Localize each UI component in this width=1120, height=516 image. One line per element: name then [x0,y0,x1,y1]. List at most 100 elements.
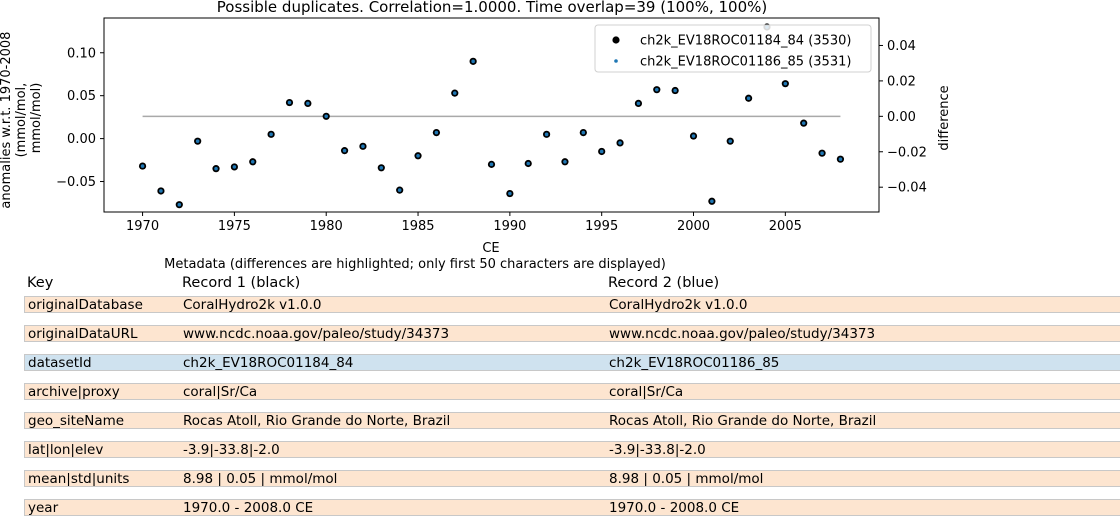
data-point-series-2 [783,81,788,86]
metadata-key: geo_siteName [28,413,125,429]
metadata-record-1: 1970.0 - 2008.0 CE [183,500,314,516]
metadata-record-1: Rocas Atoll, Rio Grande do Norte, Brazil [183,413,451,429]
metadata-key: lat|lon|elev [28,442,104,458]
metadata-record-2: 1970.0 - 2008.0 CE [609,500,740,516]
x-axis-ticks: 1970 1975 1980 1985 1990 1995 2000 2005 [126,212,802,234]
chart-title: Possible duplicates. Correlation=1.0000.… [217,0,768,16]
data-point-series-2 [636,101,641,106]
y-axis-label: anomalies w.r.t. 1970-2008 (mmol/mol, mm… [0,27,44,208]
y2-axis-ticks: −0.04 −0.02 0.00 0.02 0.04 [879,39,927,196]
data-point-series-2 [746,96,751,101]
legend-marker-series-1 [612,36,620,44]
data-point-series-2 [599,149,604,154]
data-point-series-2 [489,162,494,167]
data-point-series-2 [710,199,714,204]
x-tick-label: 1995 [585,219,618,234]
data-point-series-2 [361,144,365,149]
metadata-row: lat|lon|elev -3.9|-33.8|-2.0 -3.9|-33.8|-2… [24,441,1120,458]
metadata-title: Metadata (differences are highlighted; o… [164,257,666,272]
metadata-record-2: ch2k_EV18ROC01186_85 [609,355,780,371]
x-tick-label: 1975 [218,219,251,234]
metadata-record-1: -3.9|-33.8|-2.0 [183,442,280,458]
y2-tick-label: −0.04 [887,181,927,196]
metadata-row: originalDataURL www.ncdc.noaa.gov/paleo/s… [24,325,1120,342]
legend-marker-series-2 [614,59,618,63]
x-tick-label: 1990 [493,219,526,234]
metadata-row: archive|proxy coral|Sr/Ca coral|Sr/Ca [24,383,1120,400]
x-tick-label: 1980 [310,219,343,234]
legend: ch2k_EV18ROC01184_84 (3530) ch2k_EV18ROC… [594,24,872,73]
x-tick-label: 1985 [401,219,434,234]
y2-tick-label: 0.02 [887,74,916,89]
data-point-series-2 [471,59,475,64]
metadata-record-2: CoralHydro2k v1.0.0 [609,297,748,313]
y-axis-ticks: −0.05 0.00 0.05 0.10 [56,46,104,190]
legend-box [594,24,872,73]
data-point-series-2 [342,148,347,153]
metadata-key: datasetId [28,355,92,371]
metadata-row: geo_siteName Rocas Atoll, Rio Grande do N… [24,412,1120,429]
data-point-series-2 [379,165,384,170]
metadata-record-1: www.ncdc.noaa.gov/paleo/study/34373 [183,326,450,342]
data-point-series-2 [214,166,218,171]
header-key: Key [27,275,54,291]
metadata-key: originalDataURL [28,326,138,342]
data-point-series-2 [581,130,586,135]
data-point-series-2 [673,88,677,93]
data-point-series-2 [691,134,696,138]
metadata-row: datasetId ch2k_EV18ROC01184_84 ch2k_EV18RO… [24,354,1120,371]
data-point-series-2 [159,189,163,193]
metadata-record-1: coral|Sr/Ca [183,384,258,400]
metadata-key: originalDatabase [28,297,143,313]
metadata-key: year [28,500,59,516]
data-point-series-2 [232,165,237,169]
metadata-record-2: www.ncdc.noaa.gov/paleo/study/34373 [609,326,876,342]
data-point-series-2 [838,157,843,162]
data-point-series-2 [820,151,824,155]
metadata-record-1: 8.98 | 0.05 | mmol/mol [183,471,338,487]
y-axis-label-line-1: anomalies w.r.t. 1970-2008 [0,32,14,209]
metadata-key: mean|std|units [28,471,130,487]
data-point-series-2 [306,101,310,106]
duplicate-comparison-chart: Possible duplicates. Correlation=1.0000.… [0,0,952,256]
x-tick-label: 1970 [126,219,159,234]
metadata-record-2: 8.98 | 0.05 | mmol/mol [609,471,764,487]
metadata-record-2: coral|Sr/Ca [609,384,684,400]
metadata-row: originalDatabase CoralHydro2k v1.0.0 Coral… [24,296,1120,313]
data-point-series-2 [801,121,806,125]
y-axis-label-line-3: mmol/mol) [29,83,44,154]
legend-label-series-2: ch2k_EV18ROC01186_85 (3531) [640,55,851,70]
x-axis-label: CE [482,241,499,256]
metadata-record-1: ch2k_EV18ROC01184_84 [183,355,354,371]
data-point-series-2 [287,100,292,105]
data-point-series-2 [563,159,567,164]
data-point-series-2 [397,188,402,192]
data-point-series-2 [618,141,622,145]
y2-tick-label: 0.04 [887,39,916,54]
data-point-series-2 [416,153,420,158]
data-point-series-2 [544,132,549,137]
data-point-series-2 [250,159,255,164]
data-point-series-2 [728,139,733,143]
metadata-record-2: Rocas Atoll, Rio Grande do Norte, Brazil [609,413,877,429]
metadata-record-2: -3.9|-33.8|-2.0 [609,442,706,458]
y-tick-label: 0.10 [67,46,96,61]
data-point-series-2 [508,191,512,196]
legend-label-series-1: ch2k_EV18ROC01184_84 (3530) [640,34,851,49]
x-tick-label: 2000 [677,219,710,234]
x-tick-label: 2005 [769,219,802,234]
y2-axis-label: difference [937,85,952,150]
header-record-1: Record 1 (black) [182,275,301,291]
metadata-key: archive|proxy [28,384,120,400]
data-point-series-2 [452,91,457,95]
data-point-series-2 [195,139,200,143]
data-point-series-2 [526,161,531,166]
data-point-series-2 [177,202,182,207]
y2-tick-label: −0.02 [887,145,927,160]
data-point-series-2 [324,114,329,119]
y-axis-label-line-2: (mmol/mol, [14,83,29,158]
metadata-record-1: CoralHydro2k v1.0.0 [183,297,322,313]
metadata-row: year 1970.0 - 2008.0 CE 1970.0 - 2008.0 CE [24,499,1120,516]
y-tick-label: 0.05 [67,89,96,104]
header-record-2: Record 2 (blue) [608,275,720,291]
